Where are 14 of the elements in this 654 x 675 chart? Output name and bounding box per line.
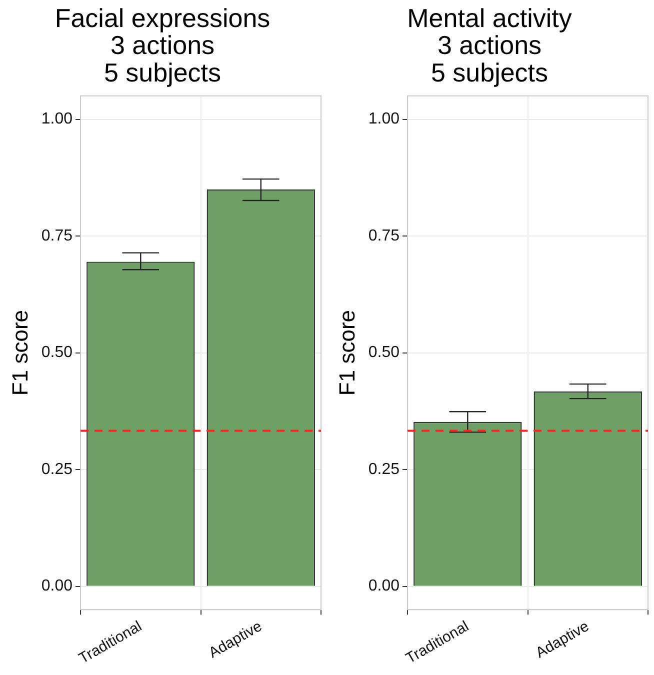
y-tick-label: 0.25	[368, 460, 400, 478]
y-tick-label: 0.00	[368, 578, 400, 595]
y-tick-label: 0.50	[368, 344, 400, 362]
y-tick-label: 0.75	[368, 227, 400, 244]
y-axis-title: F1 score	[334, 310, 360, 396]
chart-title: Facial expressions 3 actions 5 subjects	[54, 2, 270, 88]
y-tick-label: 1.00	[368, 110, 400, 128]
y-tick-label: 1.00	[41, 110, 73, 128]
y-tick-label: 0.00	[41, 578, 73, 595]
y-tick-label: 0.25	[41, 460, 73, 478]
y-tick-label: 0.50	[41, 344, 73, 362]
y-axis-title: F1 score	[7, 310, 32, 396]
y-tick-label: 0.75	[41, 227, 73, 244]
chart-title: Mental activity 3 actions 5 subjects	[407, 2, 572, 88]
